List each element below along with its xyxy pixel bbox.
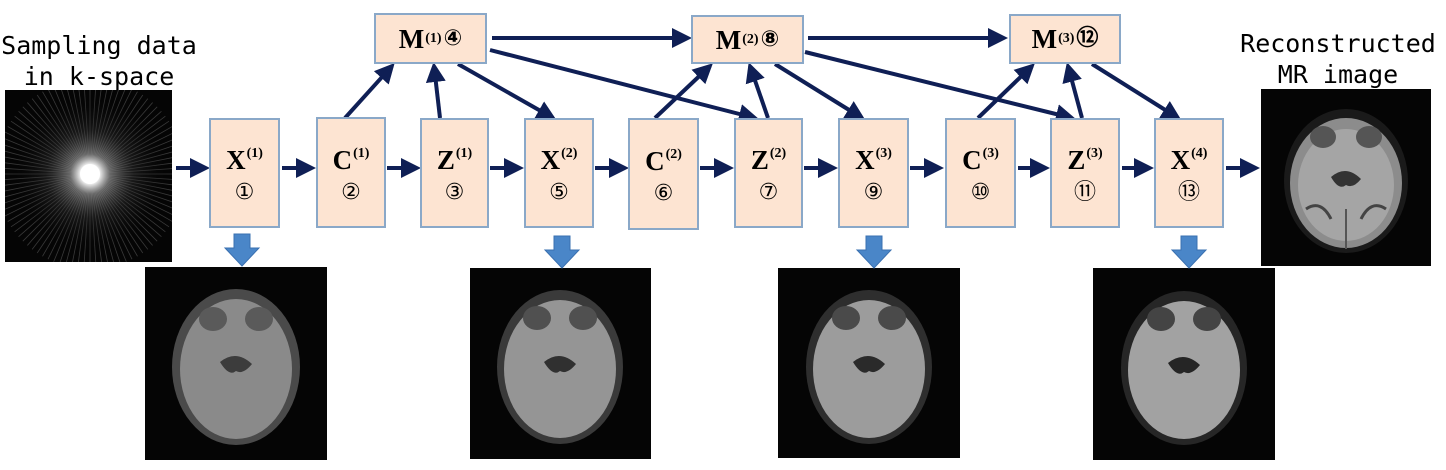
step-number: ⑪ bbox=[1073, 180, 1096, 205]
module-x2: X(2) ⑤ bbox=[524, 118, 594, 228]
arrow-c2-m2 bbox=[653, 63, 713, 120]
brain-graphic bbox=[497, 290, 623, 444]
step-number: ② bbox=[341, 179, 361, 205]
module-c3: C(3) ⑩ bbox=[945, 118, 1016, 228]
arrow-m1-x2 bbox=[457, 62, 557, 120]
step-number: ⑫ bbox=[1076, 26, 1099, 51]
down-arrow-x1 bbox=[223, 233, 261, 267]
output-title-line-1: Reconstructed bbox=[1240, 29, 1436, 58]
module-label: M (3) ⑫ bbox=[1031, 24, 1099, 54]
module-c1: C(1) ② bbox=[316, 117, 386, 228]
step-number: ③ bbox=[444, 180, 465, 205]
output-title: Reconstructed MR image bbox=[1232, 28, 1444, 90]
down-arrow-x4 bbox=[1170, 235, 1208, 269]
output-title-line-2: MR image bbox=[1277, 60, 1399, 89]
down-arrow-x3 bbox=[855, 235, 893, 269]
module-label: X(4) bbox=[1170, 145, 1208, 175]
module-label: Z(3) bbox=[1067, 145, 1103, 175]
module-x1: X(1) ① bbox=[209, 118, 280, 228]
input-title-line-1: Sampling data bbox=[1, 31, 197, 60]
arrow-m1-z2 bbox=[489, 48, 759, 124]
intermediate-image-x1 bbox=[145, 267, 327, 460]
step-number: ⑦ bbox=[758, 180, 779, 205]
module-label: X(3) bbox=[855, 145, 892, 175]
arrow-z3-m3 bbox=[1062, 62, 1084, 119]
step-number: ⑧ bbox=[760, 26, 780, 52]
intermediate-image-x4 bbox=[1093, 268, 1275, 460]
module-z1: Z(1) ③ bbox=[420, 118, 489, 228]
input-title-line-2: in k-space bbox=[23, 62, 175, 91]
arrow-m2-z3 bbox=[804, 50, 1076, 124]
reconstructed-image bbox=[1261, 89, 1431, 266]
arrow-z1-m1 bbox=[425, 62, 446, 119]
module-label: X(1) bbox=[226, 145, 263, 175]
module-label: M (1) ④ bbox=[398, 23, 463, 54]
module-z3: Z(3) ⑪ bbox=[1050, 118, 1120, 228]
down-arrow-x2 bbox=[543, 235, 581, 269]
module-label: X(2) bbox=[540, 145, 578, 175]
step-number: ⑤ bbox=[549, 180, 569, 205]
module-label: M (2) ⑧ bbox=[715, 24, 780, 55]
brain-graphic bbox=[1284, 109, 1408, 253]
multiplier-m2: M (2) ⑧ bbox=[691, 15, 804, 64]
arrow-m2-x3 bbox=[773, 62, 866, 121]
step-number: ⑥ bbox=[653, 181, 674, 206]
module-x4: X(4) ⑬ bbox=[1154, 118, 1224, 228]
module-label: C(1) bbox=[332, 144, 370, 175]
step-number: ④ bbox=[443, 25, 463, 51]
module-x3: X(3) ⑨ bbox=[838, 118, 909, 228]
arrow-c3-m3 bbox=[976, 63, 1035, 120]
brain-graphic bbox=[1121, 291, 1247, 445]
module-c2: C(2) ⑥ bbox=[628, 118, 699, 230]
module-label: C(3) bbox=[962, 145, 999, 175]
module-label: C(2) bbox=[645, 146, 682, 176]
arrow-c1-m1 bbox=[343, 63, 395, 120]
arrow-z2-m2 bbox=[745, 62, 770, 119]
intermediate-image-x2 bbox=[470, 268, 651, 459]
kspace-graphic bbox=[5, 90, 172, 262]
module-z2: Z(2) ⑦ bbox=[734, 118, 803, 228]
brain-graphic bbox=[806, 290, 932, 444]
multiplier-m3: M (3) ⑫ bbox=[1009, 14, 1121, 64]
module-label: Z(2) bbox=[750, 145, 787, 175]
module-label: Z(1) bbox=[436, 145, 473, 175]
arrow-m3-x4 bbox=[1090, 62, 1182, 121]
kspace-image bbox=[5, 90, 172, 262]
brain-graphic bbox=[172, 289, 300, 445]
step-number: ① bbox=[234, 180, 255, 205]
step-number: ⑬ bbox=[1177, 180, 1200, 205]
multiplier-m1: M (1) ④ bbox=[374, 13, 487, 64]
step-number: ⑨ bbox=[863, 180, 884, 205]
input-title: Sampling data in k-space bbox=[0, 30, 204, 92]
intermediate-image-x3 bbox=[778, 268, 960, 458]
step-number: ⑩ bbox=[970, 180, 991, 205]
